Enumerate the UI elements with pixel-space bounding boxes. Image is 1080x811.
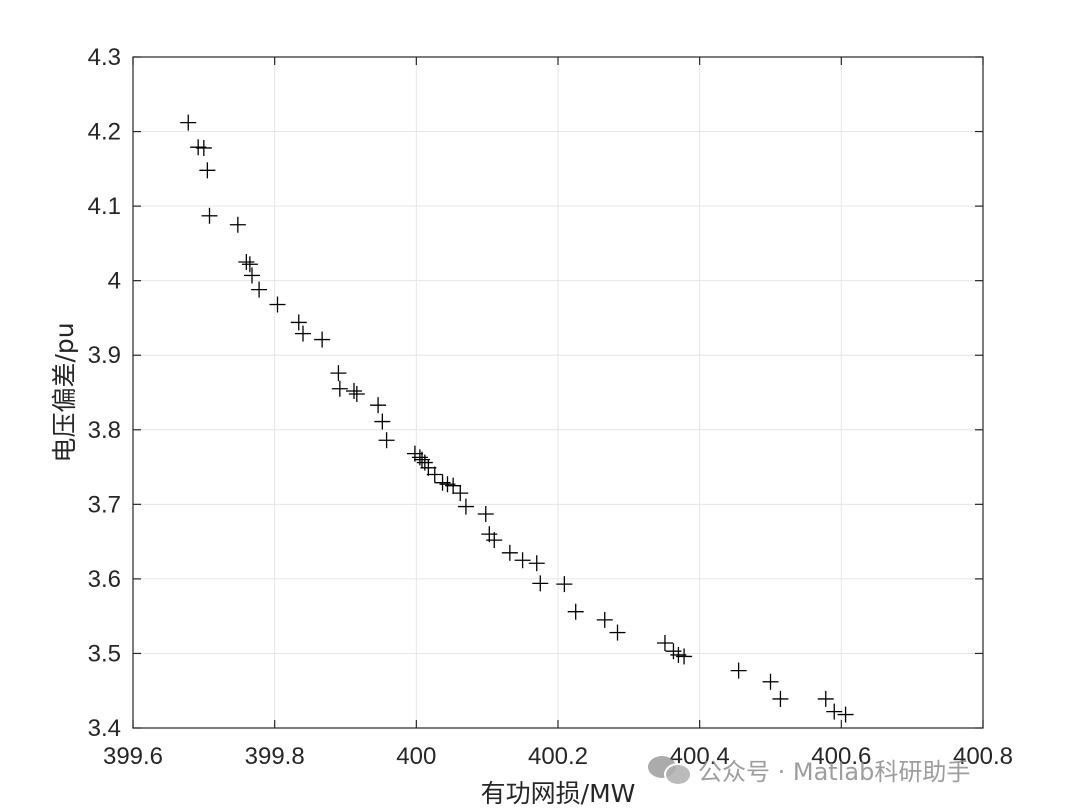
- data-point: [374, 413, 391, 430]
- data-point: [331, 380, 348, 397]
- wechat-icon: [648, 754, 692, 786]
- data-point: [514, 552, 531, 569]
- y-tick-label: 4.2: [88, 119, 121, 146]
- data-point: [567, 603, 584, 620]
- y-tick-label: 3.6: [88, 566, 121, 593]
- data-point: [378, 432, 395, 449]
- data-point: [556, 576, 573, 593]
- data-point: [452, 485, 469, 502]
- x-tick-label: 400.2: [528, 743, 588, 770]
- data-point: [826, 703, 843, 720]
- data-point: [269, 296, 286, 313]
- x-tick-label: 399.8: [245, 743, 305, 770]
- data-point: [251, 281, 268, 298]
- data-point: [238, 254, 255, 271]
- grid-lines: [132, 56, 984, 729]
- x-tick-label: 400: [396, 743, 436, 770]
- data-point: [420, 459, 437, 476]
- data-point: [330, 365, 347, 382]
- data-point: [229, 216, 246, 233]
- x-axis-label: 有功网损/MW: [481, 779, 636, 808]
- x-tick-label: 400.8: [953, 743, 1013, 770]
- data-point: [837, 706, 854, 723]
- y-tick-label: 4.3: [88, 44, 121, 71]
- data-point: [445, 477, 462, 494]
- y-tick-label: 4.1: [88, 193, 121, 220]
- data-point: [241, 256, 258, 273]
- data-point: [370, 397, 387, 414]
- data-point: [656, 635, 673, 652]
- data-point: [486, 532, 503, 549]
- data-points: [180, 114, 854, 723]
- data-point: [528, 555, 545, 572]
- data-point: [457, 498, 474, 515]
- data-point: [244, 267, 260, 284]
- data-point: [772, 690, 789, 707]
- y-tick-label: 3.4: [88, 715, 121, 742]
- y-tick-label: 3.9: [88, 342, 121, 369]
- data-point: [501, 544, 518, 561]
- data-point: [477, 506, 494, 523]
- data-point: [426, 466, 443, 483]
- y-tick-label: 4: [108, 268, 121, 295]
- x-tick-label: 400.6: [811, 743, 871, 770]
- data-point: [414, 451, 430, 468]
- data-point: [609, 624, 626, 641]
- data-point: [180, 114, 197, 131]
- watermark-text: 公众号 · Matlab科研助手: [698, 757, 971, 786]
- data-point: [346, 383, 362, 400]
- data-point: [201, 207, 218, 224]
- data-point: [762, 673, 779, 690]
- y-tick-label: 3.5: [88, 640, 121, 667]
- y-axis-ticks: 3.4 3.5 3.6 3.7 3.8 3.9 4 4.1 4.2 4.3: [88, 44, 983, 742]
- data-point: [676, 648, 693, 665]
- data-point: [295, 325, 311, 342]
- data-point: [730, 662, 747, 679]
- y-axis-label: 电压偏差/pu: [50, 322, 79, 462]
- data-point: [348, 385, 365, 402]
- data-point: [596, 611, 613, 628]
- data-point: [199, 162, 216, 179]
- data-point: [290, 314, 307, 331]
- data-point: [314, 331, 331, 348]
- y-tick-label: 3.8: [88, 417, 121, 444]
- data-point: [817, 690, 834, 707]
- watermark: 公众号 · Matlab科研助手: [648, 752, 970, 786]
- x-tick-label: 399.6: [103, 743, 163, 770]
- data-point: [195, 139, 212, 156]
- y-tick-label: 3.7: [88, 491, 121, 518]
- data-point: [532, 575, 549, 592]
